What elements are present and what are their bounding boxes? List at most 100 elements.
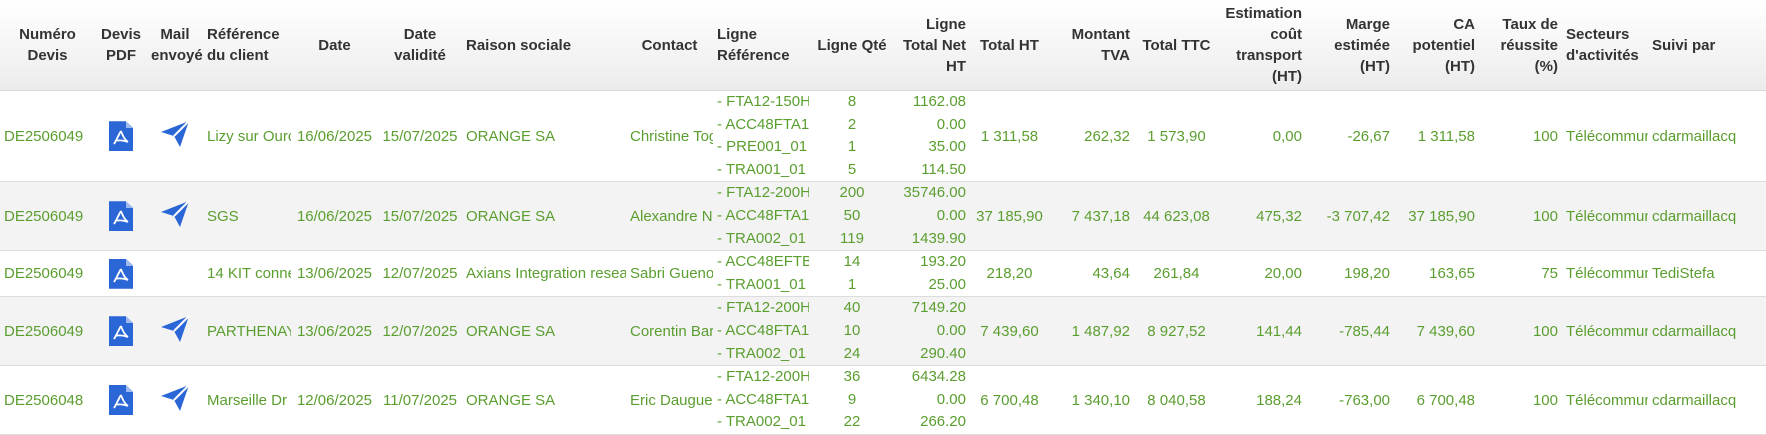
paper-plane-icon[interactable] bbox=[160, 384, 190, 416]
raison-sociale: ORANGE SA bbox=[462, 90, 626, 183]
ligne-reference: - TRA002_01 bbox=[717, 413, 806, 431]
numero-devis[interactable]: DE2506049 bbox=[0, 90, 95, 183]
col-header-pdf[interactable]: Devis PDF bbox=[95, 0, 147, 91]
ligne-reference: - ACC48FTA12 bbox=[717, 321, 809, 339]
total-ttc: 261,84 bbox=[1134, 250, 1219, 298]
ligne-qte: 36 bbox=[843, 368, 861, 386]
ligne-reference: - TRA001_01 bbox=[717, 275, 806, 293]
suivi-par: cdarmaillacq bbox=[1648, 365, 1766, 435]
col-header-mail[interactable]: Mail envoyé bbox=[147, 0, 203, 91]
ca-potentiel: 163,65 bbox=[1394, 250, 1479, 298]
total-ht: 7 439,60 bbox=[970, 296, 1049, 367]
pdf-cell bbox=[95, 90, 147, 183]
total-ttc: 1 573,90 bbox=[1134, 90, 1219, 183]
montant-tva: 7 437,18 bbox=[1049, 181, 1134, 252]
marge: -763,00 bbox=[1306, 365, 1394, 435]
col-header-total-ttc[interactable]: Total TTC bbox=[1134, 0, 1219, 91]
ligne-reference: - FTA12-200HT bbox=[717, 368, 809, 386]
ligne-reference: - FTA12-150HT bbox=[717, 93, 809, 110]
ligne-qte-cell: 200 50 119 bbox=[813, 181, 891, 252]
ligne-qte: 119 bbox=[840, 229, 864, 247]
table-row[interactable]: DE2506049 PARTHENAY 13/06/2025 12/07/2025 O… bbox=[0, 296, 1766, 367]
contact: Corentin Bar bbox=[626, 296, 713, 367]
total-ttc: 8 040,58 bbox=[1134, 365, 1219, 435]
col-header-transport[interactable]: Estimation coût transport (HT) bbox=[1219, 0, 1306, 91]
total-ttc: 8 927,52 bbox=[1134, 296, 1219, 367]
marge: -785,44 bbox=[1306, 296, 1394, 367]
col-header-total-ht[interactable]: Total HT bbox=[970, 0, 1049, 91]
col-header-ref-client[interactable]: Référence du client bbox=[203, 0, 291, 91]
col-header-ligne-total[interactable]: Ligne Total Net HT bbox=[891, 0, 970, 91]
date-validite: 15/07/2025 bbox=[378, 90, 462, 183]
ligne-total-cell: 6434.28 0.00 266.20 bbox=[891, 365, 970, 435]
ligne-reference-cell: - FTA12-200HT - ACC48FTA12 - TRA002_01 bbox=[713, 181, 813, 252]
table-row[interactable]: DE2506048 Marseille Dr 12/06/2025 11/07/20… bbox=[0, 365, 1766, 435]
col-header-ca[interactable]: CA potentiel (HT) bbox=[1394, 0, 1479, 91]
numero-devis[interactable]: DE2506049 bbox=[0, 181, 95, 252]
contact: Eric Daugue bbox=[626, 365, 713, 435]
col-header-contact[interactable]: Contact bbox=[626, 0, 713, 91]
col-header-raison-sociale[interactable]: Raison sociale bbox=[462, 0, 626, 91]
numero-devis[interactable]: DE2506048 bbox=[0, 365, 95, 435]
ligne-total: 114.50 bbox=[921, 160, 966, 178]
col-header-date[interactable]: Date bbox=[291, 0, 378, 91]
date-validite: 12/07/2025 bbox=[378, 296, 462, 367]
paper-plane-icon[interactable] bbox=[160, 120, 190, 152]
transport: 188,24 bbox=[1219, 365, 1306, 435]
transport: 0,00 bbox=[1219, 90, 1306, 183]
paper-plane-icon[interactable] bbox=[160, 315, 190, 347]
header-row: Numéro Devis Devis PDF Mail envoyé Référ… bbox=[0, 0, 1766, 91]
paper-plane-icon[interactable] bbox=[160, 200, 190, 232]
numero-devis[interactable]: DE2506049 bbox=[0, 296, 95, 367]
contact: Sabri Guenoun bbox=[626, 250, 713, 298]
col-header-ligne-reference[interactable]: Ligne Référence bbox=[713, 0, 813, 91]
date: 16/06/2025 bbox=[291, 90, 378, 183]
ligne-reference: - ACC48FTA12 bbox=[717, 206, 809, 224]
date: 13/06/2025 bbox=[291, 296, 378, 367]
ca-potentiel: 37 185,90 bbox=[1394, 181, 1479, 252]
suivi-par: TediStefa bbox=[1648, 250, 1766, 298]
mail-cell bbox=[147, 250, 203, 298]
pdf-file-icon[interactable] bbox=[109, 258, 133, 289]
date-validite: 11/07/2025 bbox=[378, 365, 462, 435]
pdf-cell bbox=[95, 365, 147, 435]
total-ttc: 44 623,08 bbox=[1134, 181, 1219, 252]
ligne-qte: 50 bbox=[843, 206, 861, 224]
col-header-montant-tva[interactable]: Montant TVA bbox=[1049, 0, 1134, 91]
col-header-marge[interactable]: Marge estimée (HT) bbox=[1306, 0, 1394, 91]
ligne-total: 0.00 bbox=[936, 115, 966, 133]
col-header-date-validite[interactable]: Date validité bbox=[378, 0, 462, 91]
pdf-file-icon[interactable] bbox=[109, 316, 133, 347]
total-ht: 6 700,48 bbox=[970, 365, 1049, 435]
ligne-qte: 14 bbox=[843, 253, 861, 271]
ligne-qte: 22 bbox=[843, 413, 861, 431]
secteurs: Télécommunications bbox=[1562, 90, 1648, 183]
taux-reussite: 100 bbox=[1479, 90, 1562, 183]
ligne-reference-cell: - FTA12-200HT - ACC48FTA12 - TRA002_01 bbox=[713, 296, 813, 367]
ligne-total-cell: 193.20 25.00 bbox=[891, 250, 970, 298]
pdf-file-icon[interactable] bbox=[109, 385, 133, 416]
montant-tva: 262,32 bbox=[1049, 90, 1134, 183]
col-header-numero[interactable]: Numéro Devis bbox=[0, 0, 95, 91]
table-row[interactable]: DE2506049 SGS 16/06/2025 15/07/2025 ORANGE … bbox=[0, 181, 1766, 252]
col-header-taux[interactable]: Taux de réussite (%) bbox=[1479, 0, 1562, 91]
numero-devis[interactable]: DE2506049 bbox=[0, 250, 95, 298]
table-row[interactable]: DE2506049 14 KIT connexion13/06/202512/0… bbox=[0, 250, 1766, 298]
total-ht: 1 311,58 bbox=[970, 90, 1049, 183]
ca-potentiel: 1 311,58 bbox=[1394, 90, 1479, 183]
ligne-reference-cell: - FTA12-200HT - ACC48FTA12 - TRA002_01 bbox=[713, 365, 813, 435]
reference-client: PARTHENAY bbox=[203, 296, 291, 367]
pdf-file-icon[interactable] bbox=[109, 201, 133, 232]
ca-potentiel: 7 439,60 bbox=[1394, 296, 1479, 367]
ligne-qte: 24 bbox=[843, 344, 861, 362]
col-header-ligne-qte[interactable]: Ligne Qté bbox=[813, 0, 891, 91]
table-row[interactable]: DE2506049 Lizy sur Ourcq16/06/202515/07/… bbox=[0, 90, 1766, 183]
pdf-file-icon[interactable] bbox=[109, 121, 133, 152]
col-header-suivi[interactable]: Suivi par bbox=[1648, 0, 1766, 91]
pdf-cell bbox=[95, 181, 147, 252]
col-header-secteurs[interactable]: Secteurs d'activités bbox=[1562, 0, 1648, 91]
ligne-qte-cell: 36 9 22 bbox=[813, 365, 891, 435]
reference-client: 14 KIT connexion bbox=[203, 250, 291, 298]
ligne-total: 0.00 bbox=[936, 321, 966, 339]
